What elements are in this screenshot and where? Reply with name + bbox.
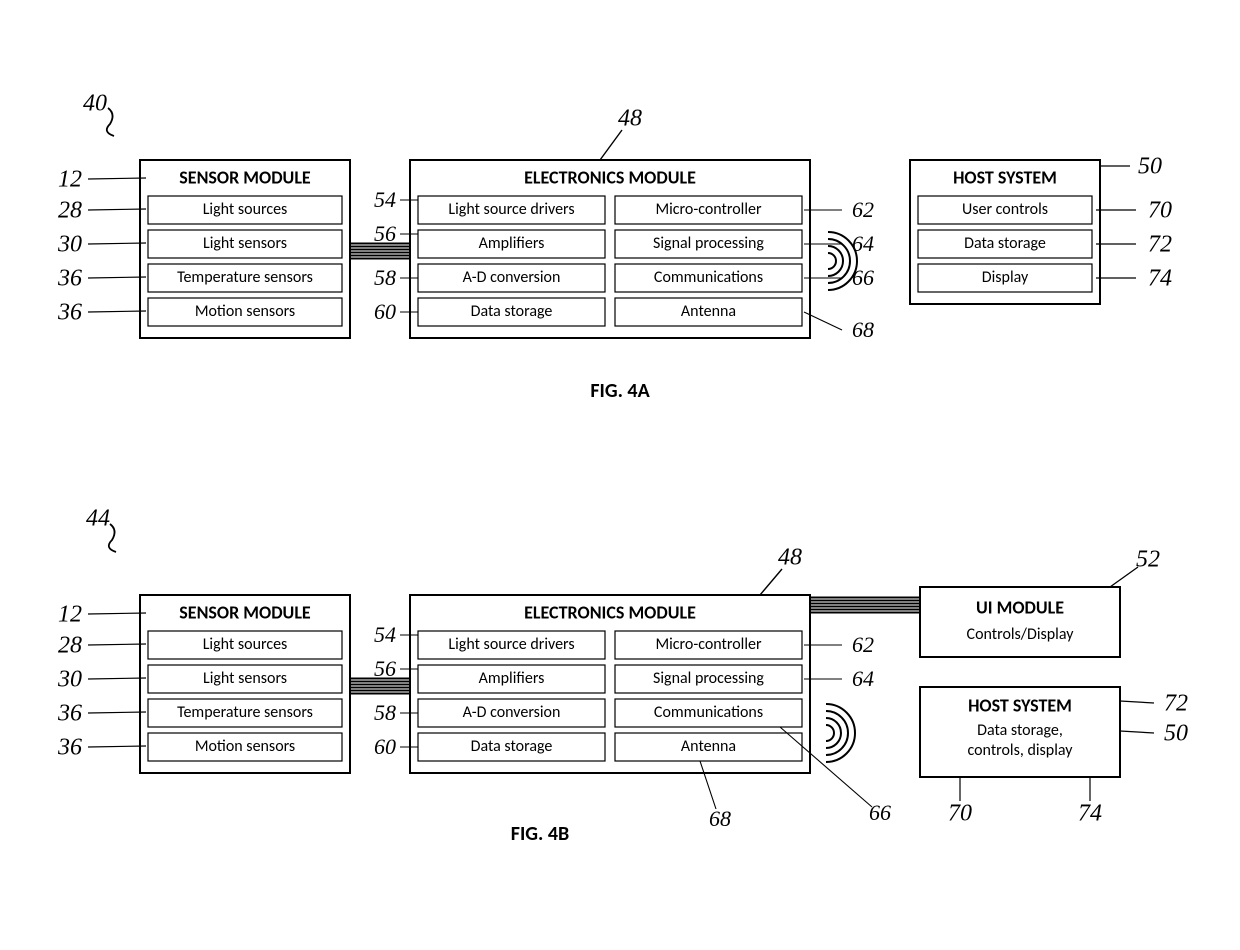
ref-el-right: 62 bbox=[852, 197, 874, 222]
module-item-label: Light source drivers bbox=[448, 635, 574, 654]
ref-left-b: 12 bbox=[58, 602, 82, 628]
lead-line bbox=[88, 644, 146, 645]
module-item-label: Micro-controller bbox=[655, 200, 762, 219]
squiggle-40 bbox=[107, 108, 114, 136]
module-title: ELECTRONICS MODULE bbox=[524, 166, 696, 188]
ref-40: 40 bbox=[83, 91, 107, 117]
ref-el-left: 54 bbox=[374, 187, 396, 212]
ref-el-left: 58 bbox=[374, 265, 396, 290]
ref-74b: 74 bbox=[1078, 801, 1102, 827]
ref-el-left-b: 56 bbox=[374, 656, 396, 681]
fig-caption-4a: FIG. 4A bbox=[590, 379, 650, 403]
module-item-label: Display bbox=[982, 268, 1029, 287]
module-item-label: Data storage bbox=[471, 737, 553, 756]
ref-left: 28 bbox=[58, 198, 82, 224]
module-title: SENSOR MODULE bbox=[179, 166, 311, 188]
module-title: HOST SYSTEM bbox=[953, 166, 1057, 188]
ref-left-b: 36 bbox=[57, 701, 82, 727]
host-sub1: Data storage, bbox=[977, 721, 1063, 740]
ref-host-right: 72 bbox=[1148, 232, 1172, 258]
module-item-label: Signal processing bbox=[653, 669, 764, 688]
module-item-label: Light sensors bbox=[203, 234, 287, 253]
module-item-label: Signal processing bbox=[653, 234, 764, 253]
lead-line bbox=[88, 178, 146, 179]
ref-el-left-b: 60 bbox=[374, 734, 396, 759]
module-title: ELECTRONICS MODULE bbox=[524, 601, 696, 623]
module-item-label: Antenna bbox=[681, 302, 736, 321]
ref-left: 12 bbox=[58, 167, 82, 193]
ref-el-left: 60 bbox=[374, 299, 396, 324]
module-item-label: Micro-controller bbox=[655, 635, 762, 654]
ref-52: 52 bbox=[1136, 547, 1160, 573]
host-title-b: HOST SYSTEM bbox=[968, 694, 1072, 716]
ref-el-right: 68 bbox=[852, 317, 874, 342]
lead-line bbox=[780, 727, 872, 807]
wireless-icon-b bbox=[826, 704, 855, 762]
figure-4b: 44 SENSOR MODULE Light sources Light sensor… bbox=[57, 506, 1188, 846]
ref-50b: 50 bbox=[1164, 721, 1188, 747]
ref-left: 36 bbox=[57, 266, 82, 292]
ui-title: UI MODULE bbox=[976, 596, 1064, 618]
module-item-label: Motion sensors bbox=[195, 302, 295, 321]
lead-line bbox=[88, 613, 146, 614]
ref-host-right: 70 bbox=[1148, 198, 1172, 224]
ref-50: 50 bbox=[1138, 154, 1162, 180]
module-item-label: Light source drivers bbox=[448, 200, 574, 219]
ref-44: 44 bbox=[86, 506, 110, 532]
host-sub2: controls, display bbox=[967, 741, 1073, 760]
module-item-label: Communications bbox=[654, 703, 763, 722]
ref-host-right: 74 bbox=[1148, 266, 1172, 292]
module-item-label: Temperature sensors bbox=[177, 703, 313, 722]
module-item-label: Light sources bbox=[203, 635, 288, 654]
lead-line bbox=[1120, 701, 1154, 703]
ref-el-left-b: 54 bbox=[374, 622, 396, 647]
ref-left-b: 30 bbox=[57, 667, 82, 693]
module-item-label: Amplifiers bbox=[479, 234, 545, 253]
lead-line bbox=[88, 311, 146, 312]
lead-line bbox=[88, 209, 146, 210]
ref-66b: 66 bbox=[869, 800, 891, 825]
lead-line bbox=[700, 761, 716, 809]
ref-left-b: 28 bbox=[58, 633, 82, 659]
lead-line bbox=[88, 712, 146, 713]
module-title: SENSOR MODULE bbox=[179, 601, 311, 623]
module-item-label: User controls bbox=[962, 200, 1048, 219]
lead-line bbox=[1110, 567, 1138, 587]
ref-48: 48 bbox=[618, 106, 642, 132]
lead-line bbox=[88, 277, 146, 278]
module-item-label: Antenna bbox=[681, 737, 736, 756]
module-item-label: Data storage bbox=[964, 234, 1046, 253]
lead-line bbox=[1120, 731, 1154, 733]
ref-70b: 70 bbox=[948, 801, 972, 827]
figure-4a: 40 SENSOR MODULE Light sources Light sensor… bbox=[57, 91, 1172, 403]
ref-el-right-b: 64 bbox=[852, 666, 874, 691]
module-item-label: Amplifiers bbox=[479, 669, 545, 688]
lead-line bbox=[600, 130, 622, 160]
ref-left: 36 bbox=[57, 300, 82, 326]
ui-subtitle: Controls/Display bbox=[967, 625, 1075, 644]
module-item-label: A-D conversion bbox=[463, 268, 561, 287]
module-item-label: Temperature sensors bbox=[177, 268, 313, 287]
fig-caption-4b: FIG. 4B bbox=[511, 822, 569, 846]
module-item-label: A-D conversion bbox=[463, 703, 561, 722]
lead-line bbox=[88, 678, 146, 679]
lead-line bbox=[88, 243, 146, 244]
ribbon-electronics-ui bbox=[810, 598, 920, 613]
ref-left-b: 36 bbox=[57, 735, 82, 761]
module-item-label: Motion sensors bbox=[195, 737, 295, 756]
lead-line bbox=[88, 746, 146, 747]
ref-48b: 48 bbox=[778, 545, 802, 571]
module-item-label: Light sources bbox=[203, 200, 288, 219]
ref-left: 30 bbox=[57, 232, 82, 258]
ref-el-left-b: 58 bbox=[374, 700, 396, 725]
lead-line bbox=[760, 569, 782, 595]
ref-el-right-b: 62 bbox=[852, 632, 874, 657]
module-item-label: Light sensors bbox=[203, 669, 287, 688]
ref-72b: 72 bbox=[1164, 691, 1188, 717]
module-item-label: Data storage bbox=[471, 302, 553, 321]
ref-el-left: 56 bbox=[374, 221, 396, 246]
module-item-label: Communications bbox=[654, 268, 763, 287]
ref-68b: 68 bbox=[709, 806, 731, 831]
